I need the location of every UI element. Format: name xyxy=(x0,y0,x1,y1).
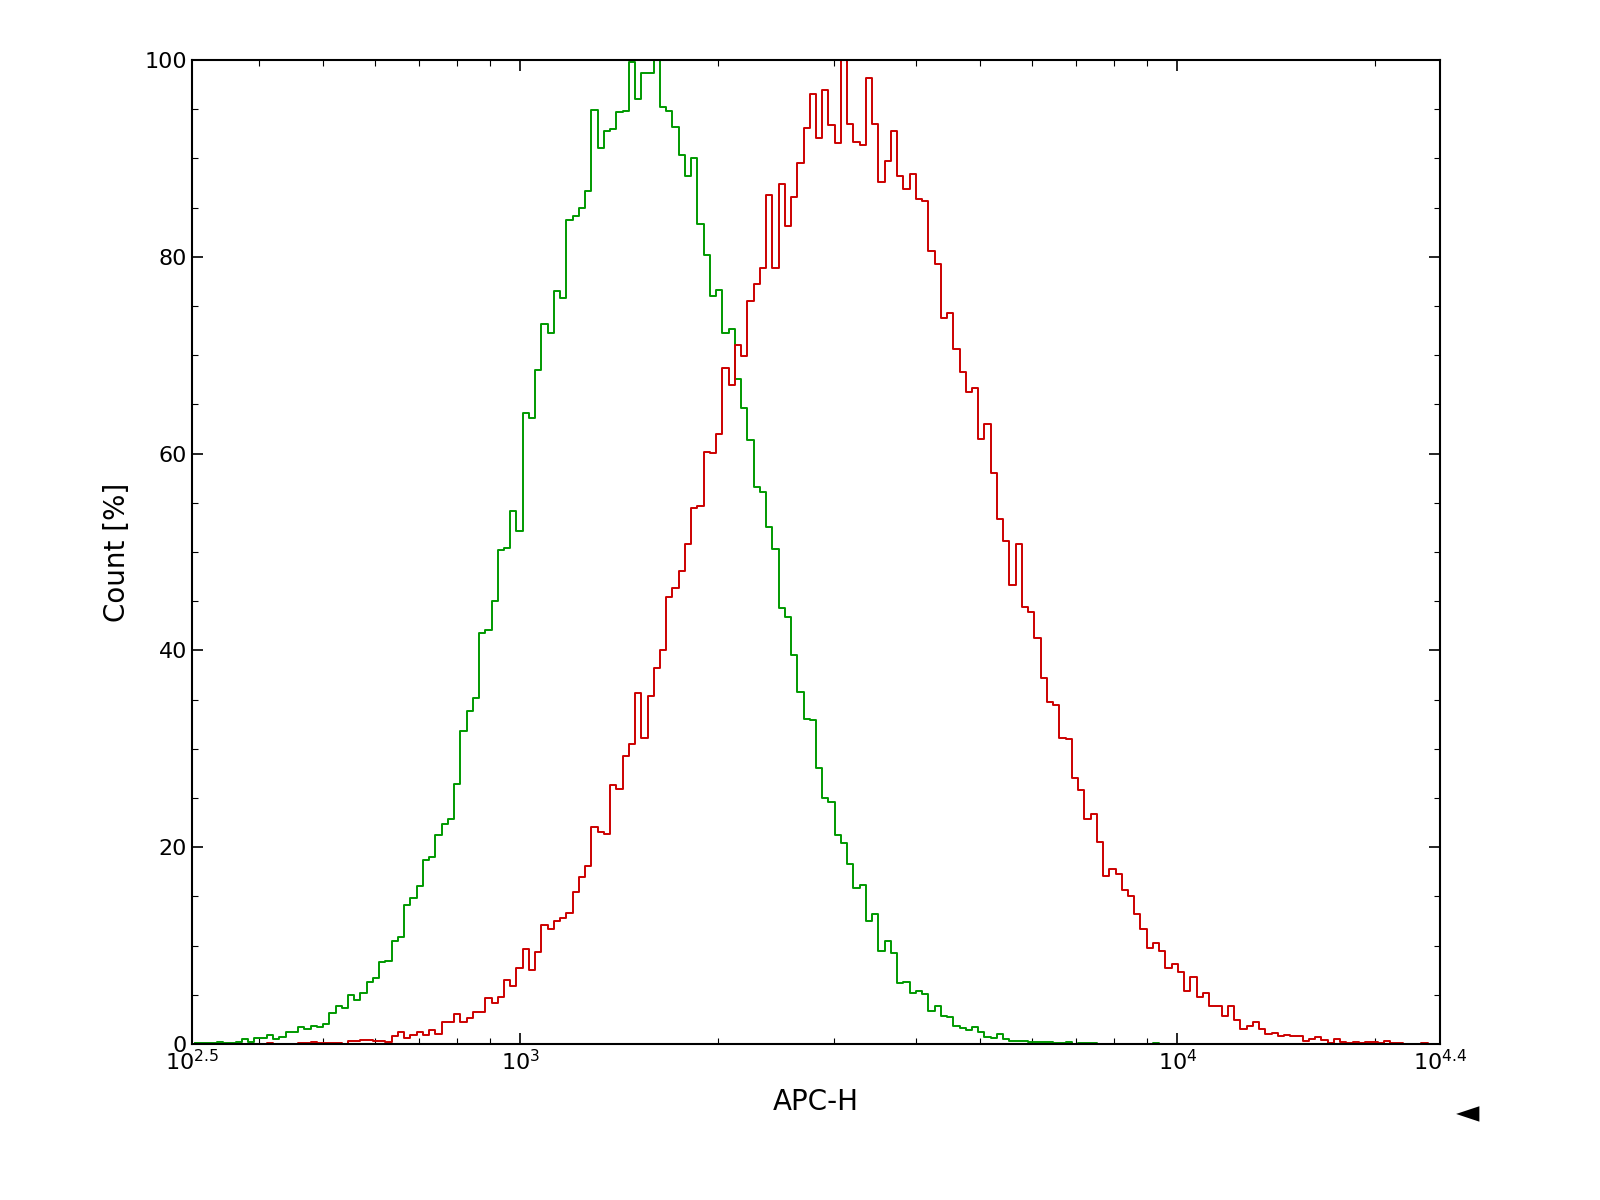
Text: ◄: ◄ xyxy=(1456,1099,1478,1128)
X-axis label: APC-H: APC-H xyxy=(773,1088,859,1116)
Y-axis label: Count [%]: Count [%] xyxy=(102,482,131,622)
